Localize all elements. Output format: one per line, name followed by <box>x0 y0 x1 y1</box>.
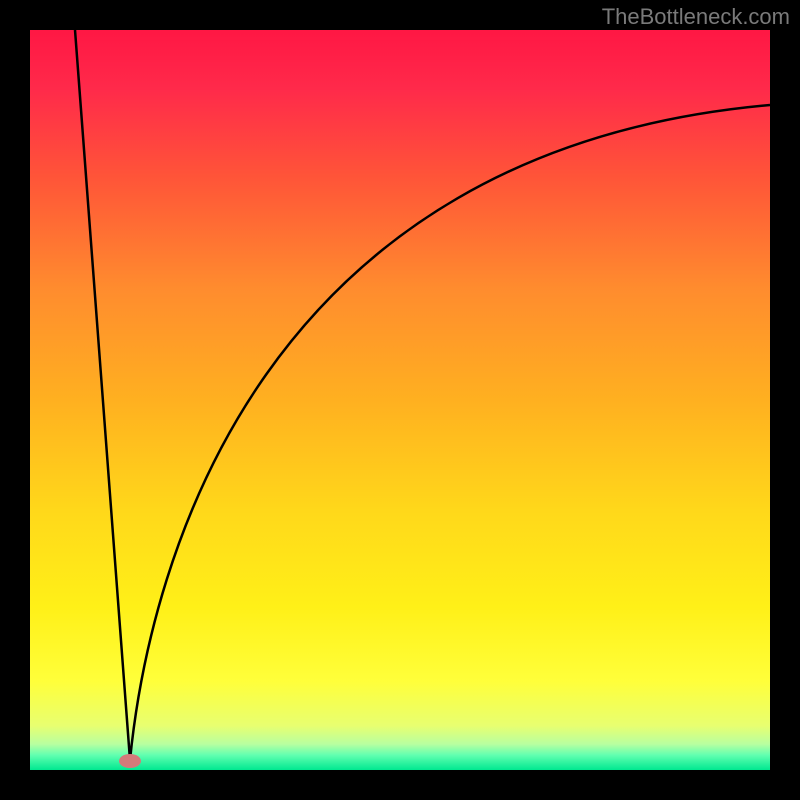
watermark-text: TheBottleneck.com <box>602 4 790 30</box>
plot-background <box>30 30 770 770</box>
chart-container: TheBottleneck.com <box>0 0 800 800</box>
minimum-marker <box>119 754 141 768</box>
bottleneck-chart <box>0 0 800 800</box>
